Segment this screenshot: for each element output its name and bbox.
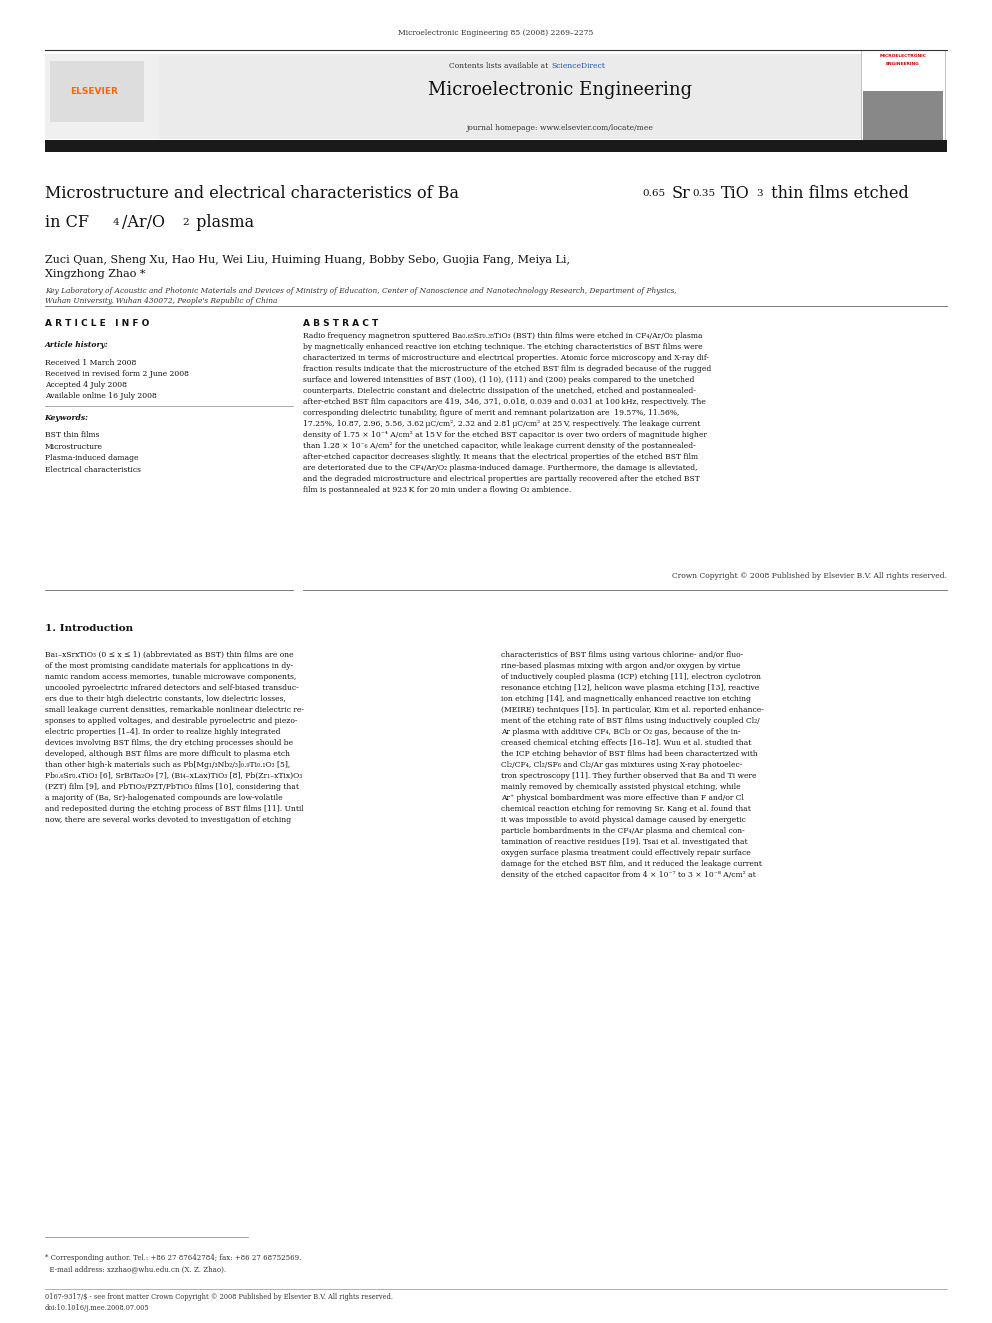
Text: characteristics of BST films using various chlorine- and/or fluo-
rine-based pla: characteristics of BST films using vario… [501, 651, 764, 878]
Text: TiO: TiO [721, 185, 750, 202]
Text: thin films etched: thin films etched [766, 185, 909, 202]
Text: Contents lists available at: Contents lists available at [449, 62, 551, 70]
Text: Sr: Sr [672, 185, 690, 202]
Text: Radio frequency magnetron sputtered Ba₀.₆₅Sr₀.₃₅TiO₃ (BST) thin films were etche: Radio frequency magnetron sputtered Ba₀.… [303, 332, 711, 493]
Text: plasma: plasma [191, 214, 255, 232]
Text: Received 1 March 2008
Received in revised form 2 June 2008
Accepted 4 July 2008
: Received 1 March 2008 Received in revise… [45, 359, 188, 401]
Text: A B S T R A C T: A B S T R A C T [303, 319, 378, 328]
FancyBboxPatch shape [45, 54, 863, 139]
Text: Microstructure and electrical characteristics of Ba: Microstructure and electrical characteri… [45, 185, 458, 202]
Text: /Ar/O: /Ar/O [122, 214, 165, 232]
FancyBboxPatch shape [45, 54, 159, 139]
Text: 0.35: 0.35 [692, 189, 715, 198]
Text: * Corresponding author. Tel.: +86 27 87642784; fax: +86 27 68752569.
  E-mail ad: * Corresponding author. Tel.: +86 27 876… [45, 1254, 301, 1273]
Text: 4: 4 [113, 218, 120, 228]
Text: Crown Copyright © 2008 Published by Elsevier B.V. All rights reserved.: Crown Copyright © 2008 Published by Else… [673, 572, 947, 579]
Text: ScienceDirect: ScienceDirect [552, 62, 605, 70]
Text: MICROELECTRONIC: MICROELECTRONIC [879, 54, 927, 58]
Text: 2: 2 [183, 218, 189, 228]
Text: BST thin films
Microstructure
Plasma-induced damage
Electrical characteristics: BST thin films Microstructure Plasma-ind… [45, 431, 141, 474]
Text: 1. Introduction: 1. Introduction [45, 624, 133, 634]
Text: Microelectronic Engineering: Microelectronic Engineering [429, 81, 692, 99]
FancyBboxPatch shape [50, 61, 144, 122]
Text: journal homepage: www.elsevier.com/locate/mee: journal homepage: www.elsevier.com/locat… [467, 124, 654, 132]
FancyBboxPatch shape [45, 140, 947, 152]
Text: 0.65: 0.65 [643, 189, 666, 198]
Text: A R T I C L E   I N F O: A R T I C L E I N F O [45, 319, 149, 328]
Text: ENGINEERING: ENGINEERING [886, 62, 920, 66]
Text: Ba₁₋xSrxTiO₃ (0 ≤ x ≤ 1) (abbreviated as BST) thin films are one
of the most pro: Ba₁₋xSrxTiO₃ (0 ≤ x ≤ 1) (abbreviated as… [45, 651, 304, 824]
Text: Key Laboratory of Acoustic and Photonic Materials and Devices of Ministry of Edu: Key Laboratory of Acoustic and Photonic … [45, 287, 677, 306]
Text: Article history:: Article history: [45, 341, 108, 349]
Text: Microelectronic Engineering 85 (2008) 2269–2275: Microelectronic Engineering 85 (2008) 22… [399, 29, 593, 37]
Text: 3: 3 [756, 189, 763, 198]
Text: ELSEVIER: ELSEVIER [70, 87, 118, 95]
FancyBboxPatch shape [861, 50, 945, 144]
Text: in CF: in CF [45, 214, 88, 232]
Text: Zuci Quan, Sheng Xu, Hao Hu, Wei Liu, Huiming Huang, Bobby Sebo, Guojia Fang, Me: Zuci Quan, Sheng Xu, Hao Hu, Wei Liu, Hu… [45, 255, 569, 279]
FancyBboxPatch shape [863, 91, 943, 142]
Text: Keywords:: Keywords: [45, 414, 88, 422]
Text: 0167-9317/$ - see front matter Crown Copyright © 2008 Published by Elsevier B.V.: 0167-9317/$ - see front matter Crown Cop… [45, 1293, 393, 1311]
